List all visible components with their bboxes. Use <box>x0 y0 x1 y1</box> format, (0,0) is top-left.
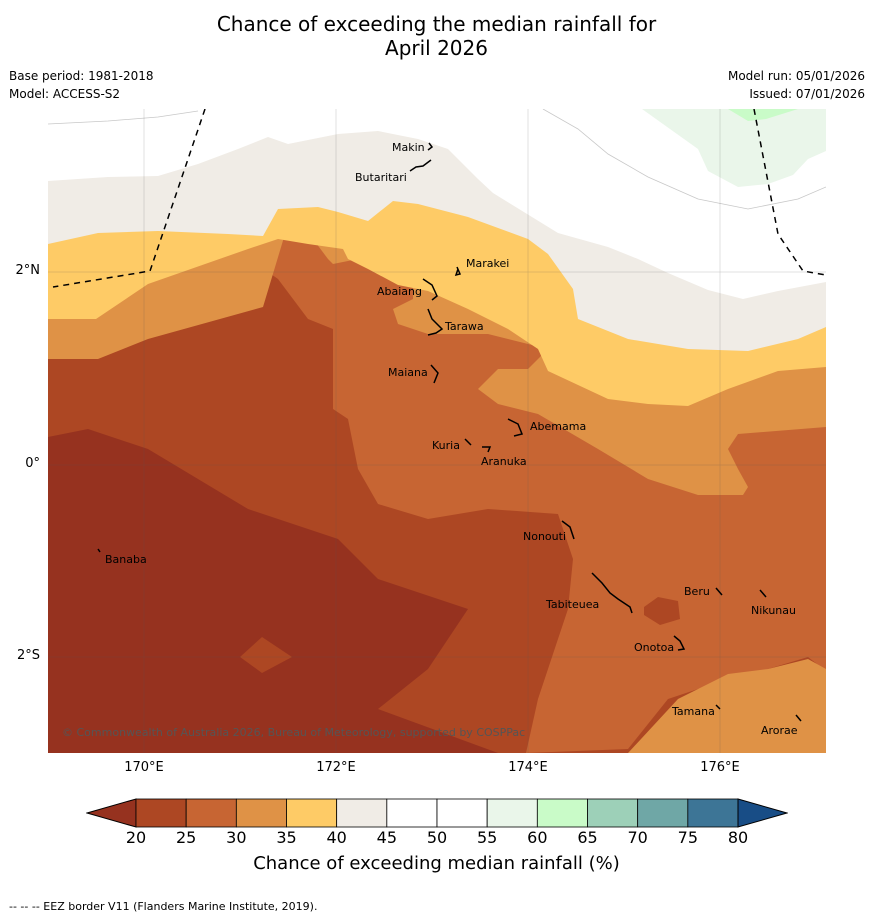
zone-20-25-blob <box>240 637 292 673</box>
colorbar-segment <box>235 798 287 828</box>
base-period: Base period: 1981-2018 <box>9 69 154 83</box>
colorbar <box>86 798 788 828</box>
island-tarawa <box>427 308 444 336</box>
colorbar-tick-label: 75 <box>677 828 698 847</box>
zone-55-60 <box>642 109 826 187</box>
island-nikunau <box>759 589 767 598</box>
label-onotoa: Onotoa <box>634 641 674 654</box>
colorbar-title: Chance of exceeding median rainfall (%) <box>253 853 620 874</box>
island-banaba <box>97 548 101 553</box>
lat-label-2s: 2°S <box>16 648 40 663</box>
colorbar-tick-label: 35 <box>276 828 297 847</box>
eez-footnote: -- -- -- EEZ border V11 (Flanders Marine… <box>9 900 318 913</box>
islands <box>97 142 802 722</box>
zone-30-35-se <box>628 659 826 753</box>
island-maiana <box>430 364 439 384</box>
model-run: Model run: 05/01/2026 <box>727 69 865 83</box>
lon-label-176e: 176°E <box>700 760 740 775</box>
colorbar-under-arrow <box>86 798 137 828</box>
island-aranuka <box>482 446 492 453</box>
colorbar-segment <box>436 798 488 828</box>
colorbar-segments <box>135 798 739 828</box>
issued-date: Issued: 07/01/2026 <box>749 87 865 101</box>
island-nonouti <box>561 520 575 540</box>
colorbar-tick-label: 80 <box>727 828 749 847</box>
island-arorae <box>795 714 802 722</box>
label-beru: Beru <box>684 585 710 598</box>
colorbar-tick-label: 60 <box>527 828 548 847</box>
contour-line-2 <box>542 109 826 210</box>
island-abaiang <box>422 278 438 301</box>
colorbar-segment <box>536 798 588 828</box>
contour-line <box>48 110 199 125</box>
colorbar-segment <box>637 798 689 828</box>
label-kuria: Kuria <box>432 439 460 452</box>
colorbar-tick-label: 70 <box>627 828 648 847</box>
label-nikunau: Nikunau <box>751 604 796 617</box>
colorbar-segment <box>386 798 438 828</box>
colorbar-segment <box>135 798 187 828</box>
lat-label-0: 0° <box>25 456 40 471</box>
island-tabiteuea <box>591 572 633 614</box>
meta-left: Base period: 1981-2018 Model: ACCESS-S2 <box>9 67 154 103</box>
label-maiana: Maiana <box>388 366 428 379</box>
copyright-notice: © Commonwealth of Australia 2026, Bureau… <box>62 726 525 739</box>
colorbar-tick-label: 55 <box>476 828 498 847</box>
colorbar-segment <box>587 798 639 828</box>
colorbar-segment <box>486 798 538 828</box>
colorbar-tick-label: 50 <box>426 828 448 847</box>
title-line-1: Chance of exceeding the median rainfall … <box>216 12 657 36</box>
meta-right: Model run: 05/01/2026 Issued: 07/01/2026 <box>728 67 865 103</box>
label-marakei: Marakei <box>466 257 509 270</box>
island-butaritari <box>409 159 432 172</box>
island-makin <box>427 142 434 151</box>
label-arorae: Arorae <box>761 724 798 737</box>
colorbar-tick-label: 25 <box>175 828 197 847</box>
lon-label-170e: 170°E <box>124 760 164 775</box>
island-onotoa <box>673 635 686 651</box>
island-tamana <box>715 704 721 710</box>
label-nonouti: Nonouti <box>523 530 566 543</box>
graticule <box>48 109 826 753</box>
colorbar-tick-label: 20 <box>125 828 147 847</box>
zone-60-65 <box>728 109 798 121</box>
map-title: Chance of exceeding the median rainfall … <box>0 12 873 60</box>
lat-label-2n: 2°N <box>15 263 41 278</box>
title-line-2: April 2026 <box>385 36 488 60</box>
label-tamana: Tamana <box>671 705 715 718</box>
label-abemama: Abemama <box>530 420 586 433</box>
colorbar-tick-label: 45 <box>376 828 397 847</box>
label-abaiang: Abaiang <box>377 285 422 298</box>
lon-label-174e: 174°E <box>508 760 548 775</box>
lon-label-172e: 172°E <box>316 760 356 775</box>
island-beru <box>715 587 723 596</box>
colorbar-segment <box>336 798 388 828</box>
model-name: Model: ACCESS-S2 <box>9 87 121 101</box>
label-tarawa: Tarawa <box>444 320 484 333</box>
label-tabiteuea: Tabiteuea <box>545 598 599 611</box>
colorbar-segment <box>286 798 338 828</box>
colorbar-segment <box>687 798 739 828</box>
colorbar-tick-label: 65 <box>577 828 598 847</box>
label-banaba: Banaba <box>105 553 147 566</box>
label-makin: Makin <box>392 141 425 154</box>
eez-border-west <box>52 109 206 288</box>
island-abemama <box>507 418 524 437</box>
island-kuria <box>464 438 472 446</box>
island-marakei <box>454 266 462 277</box>
colorbar-over-arrow <box>737 798 788 828</box>
colorbar-tick-label: 30 <box>226 828 247 847</box>
zone-20-25-patch <box>644 597 680 625</box>
rainfall-map: Makin Butaritari Marakei Abaiang Tarawa … <box>48 109 826 753</box>
label-butaritari: Butaritari <box>355 171 407 184</box>
label-aranuka: Aranuka <box>481 455 527 468</box>
zone-45-55 <box>48 109 826 299</box>
colorbar-tick-label: 40 <box>326 828 347 847</box>
colorbar-segment <box>185 798 237 828</box>
